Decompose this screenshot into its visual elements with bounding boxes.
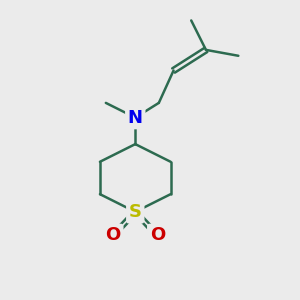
Text: N: N (128, 109, 143, 127)
Text: O: O (150, 226, 165, 244)
Text: O: O (106, 226, 121, 244)
Text: S: S (129, 203, 142, 221)
